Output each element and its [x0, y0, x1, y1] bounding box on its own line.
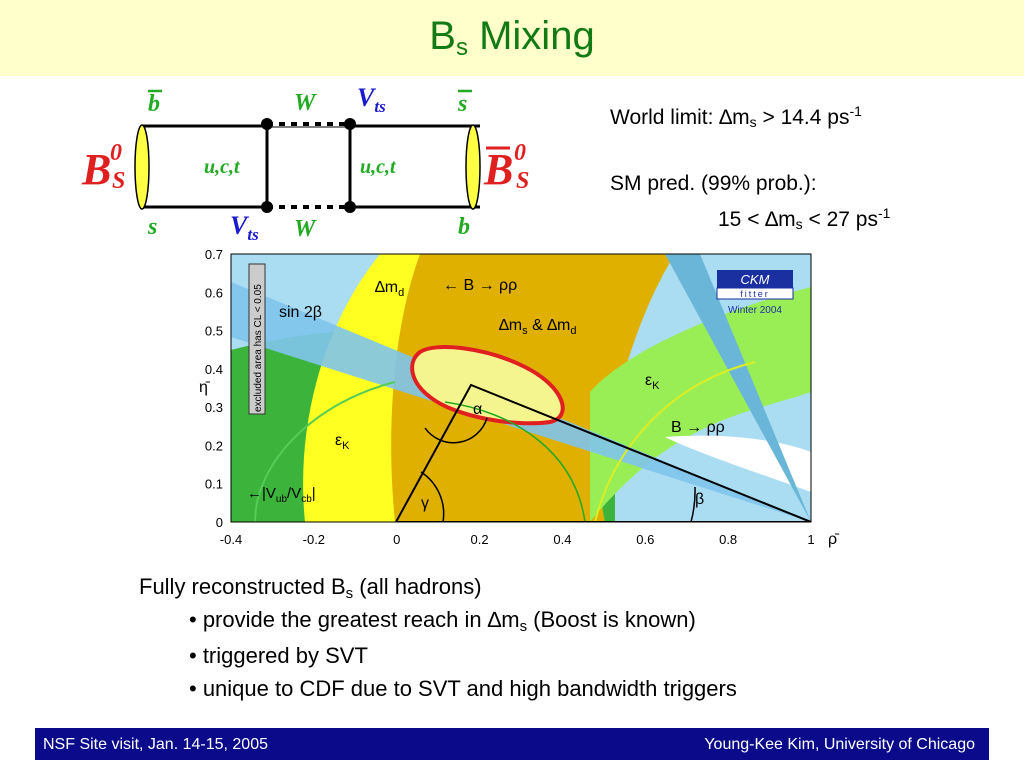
unitarity-triangle — [395, 383, 811, 522]
svg-text:CKM: CKM — [741, 272, 770, 287]
label-vub-vcb: ←|Vub/Vcb| — [247, 485, 316, 505]
sm-prediction-range: 15 < ∆ms < 27 ps-1 — [718, 205, 891, 232]
sm-prediction-label: SM pred. (99% prob.): — [610, 172, 817, 195]
x-tick-label: 0.6 — [636, 532, 654, 547]
x-tick-label: 0.4 — [553, 532, 571, 547]
footer-left: NSF Site visit, Jan. 14-15, 2005 — [43, 736, 268, 753]
plot-frame — [230, 253, 812, 523]
footer-right: Young-Kee Kim, University of Chicago — [704, 736, 975, 753]
loop-label: u,c,t — [360, 156, 397, 178]
bullet-item: • triggered by SVT — [189, 643, 368, 668]
x-tick-label: 0.2 — [471, 532, 489, 547]
quark-label: b — [148, 91, 160, 117]
bullet-heading: Fully reconstructed Bs (all hadrons) — [139, 574, 482, 602]
y-tick-label: 0.6 — [205, 285, 223, 300]
y-tick-label: 0.7 — [205, 247, 223, 262]
svg-text:Winter 2004: Winter 2004 — [728, 305, 782, 316]
feynman-diagram: B 0 S B 0 S b s s b W W Vts Vts u,c,t u,… — [81, 83, 529, 244]
label-brr-right: B → ρρ — [671, 419, 725, 436]
label-beta: β — [695, 491, 704, 508]
region-brr-top — [665, 254, 811, 522]
meson-blob-right — [465, 124, 481, 210]
vts-label: Vts — [230, 211, 259, 244]
label-dms-dmd: ∆ms & ∆md — [499, 317, 576, 337]
x-tick-label: -0.4 — [220, 532, 242, 547]
vertex — [344, 201, 356, 213]
x-axis-ticks: -0.4 -0.2 0 0.2 0.4 0.6 0.8 1 — [220, 532, 815, 547]
x-axis-label: ρ̄ — [828, 531, 840, 548]
svg-text:0: 0 — [110, 140, 122, 166]
y-tick-label: 0.4 — [205, 362, 223, 377]
svg-text:S: S — [112, 168, 125, 194]
x-tick-label: -0.2 — [303, 532, 325, 547]
meson-blob-left — [134, 124, 150, 210]
label-gamma: γ — [421, 495, 429, 512]
quark-label: b — [458, 214, 470, 240]
y-tick-label: 0.3 — [205, 400, 223, 415]
vertex — [344, 118, 356, 130]
bullet-item: • unique to CDF due to SVT and high band… — [189, 676, 737, 701]
title-bar — [0, 0, 1024, 76]
x-tick-label: 0.8 — [719, 532, 737, 547]
meson-right-label: B — [483, 145, 513, 194]
label-brr-top: ← B → ρρ — [443, 277, 517, 294]
w-label: W — [294, 216, 317, 242]
y-tick-label: 0.5 — [205, 324, 223, 339]
y-tick-label: 0.1 — [205, 477, 223, 492]
vertex — [261, 201, 273, 213]
label-alpha: α — [473, 401, 482, 418]
y-tick-label: 0.2 — [205, 438, 223, 453]
preferred-region — [410, 345, 565, 426]
label-epsk-left: εK — [335, 432, 350, 452]
svg-text:fitter: fitter — [740, 289, 770, 299]
y-axis-label: η̄ — [199, 379, 211, 396]
quark-label: s — [457, 91, 467, 117]
label-epsk-right: εK — [645, 372, 660, 392]
quark-label: s — [147, 214, 157, 240]
excluded-area-label: excluded area has CL < 0.05 — [253, 284, 264, 412]
x-tick-label: 1 — [807, 532, 814, 547]
world-limit: World limit: ∆ms > 14.4 ps-1 — [610, 103, 862, 130]
ckmfitter-logo: CKM fitter Winter 2004 — [716, 270, 794, 316]
svg-text:0: 0 — [514, 140, 526, 166]
ckm-plot: excluded area has CL < 0.05 ∆md ← B → ρρ… — [199, 247, 840, 548]
y-tick-label: 0 — [216, 515, 223, 530]
meson-left-label: B — [81, 145, 111, 194]
footer-bar: NSF Site visit, Jan. 14-15, 2005 Young-K… — [35, 728, 989, 760]
vertex — [261, 118, 273, 130]
vts-label: Vts — [357, 83, 386, 116]
x-tick-label: 0 — [393, 532, 400, 547]
label-sin2b: sin 2β — [279, 304, 322, 321]
y-axis-ticks: 0.7 0.6 0.5 0.4 0.3 0.2 0.1 0 — [205, 247, 223, 530]
label-dmd: ∆md — [375, 279, 404, 299]
w-label: W — [294, 90, 317, 116]
loop-label: u,c,t — [204, 156, 241, 178]
slide-title: Bs Mixing — [429, 14, 595, 61]
svg-text:S: S — [516, 168, 529, 194]
bullet-item: • provide the greatest reach in ∆ms (Boo… — [189, 607, 696, 635]
